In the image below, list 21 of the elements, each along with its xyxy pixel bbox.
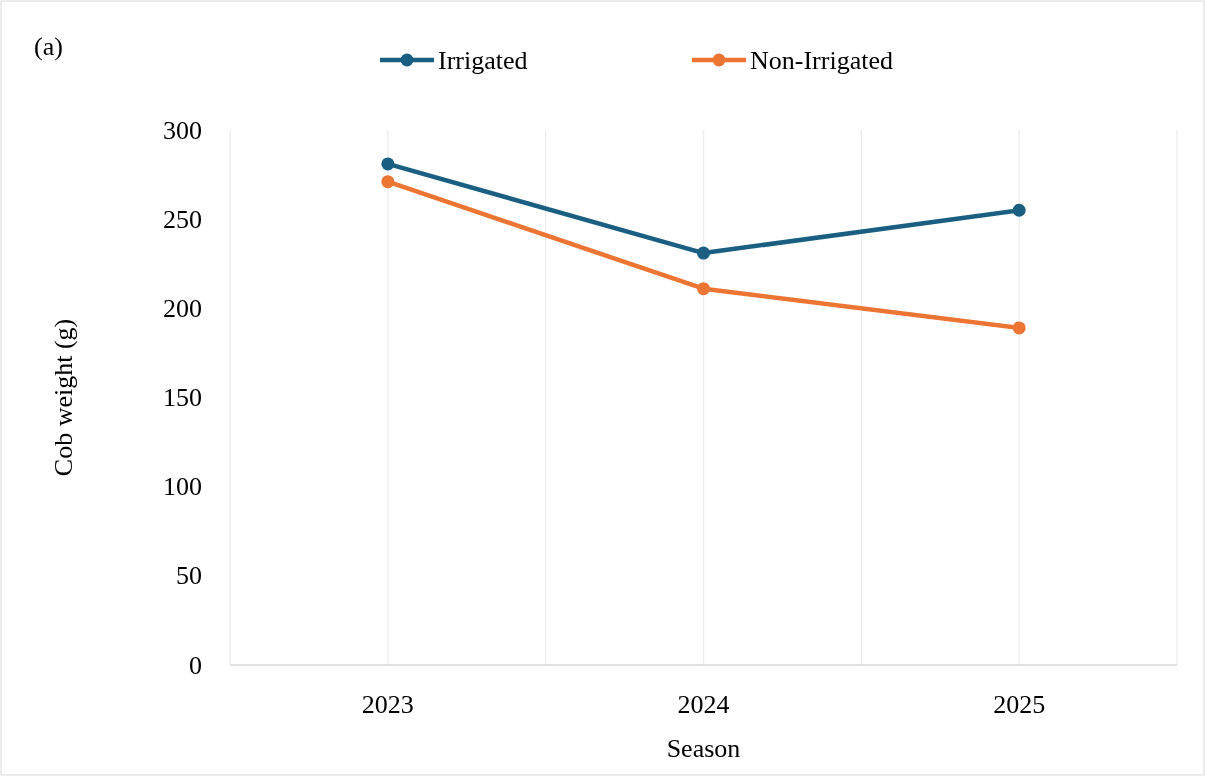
y-tick-label: 250 (163, 204, 202, 234)
point (381, 157, 395, 171)
text: (a) (34, 32, 63, 61)
x-axis-title: Season (666, 734, 741, 763)
point (1012, 203, 1026, 217)
y-axis-title: Cob weight (g) (49, 318, 78, 477)
point (697, 282, 710, 296)
point (697, 246, 710, 260)
point (381, 175, 395, 189)
point (1012, 321, 1026, 335)
legend-label: Non-Irrigated (750, 45, 893, 75)
y-tick-label: 100 (163, 472, 202, 502)
legend-label: Irrigated (438, 45, 528, 75)
x-tick-label: 2023 (361, 690, 414, 719)
y-tick-label: 0 (189, 650, 202, 680)
x-tick-label: 2024 (677, 690, 730, 719)
x-tick-label: 2025 (993, 690, 1046, 719)
y-tick-label: 200 (163, 293, 202, 323)
y-tick-label: 300 (163, 115, 202, 145)
y-tick-label: 150 (163, 383, 202, 412)
y-tick-label: 50 (176, 561, 202, 591)
